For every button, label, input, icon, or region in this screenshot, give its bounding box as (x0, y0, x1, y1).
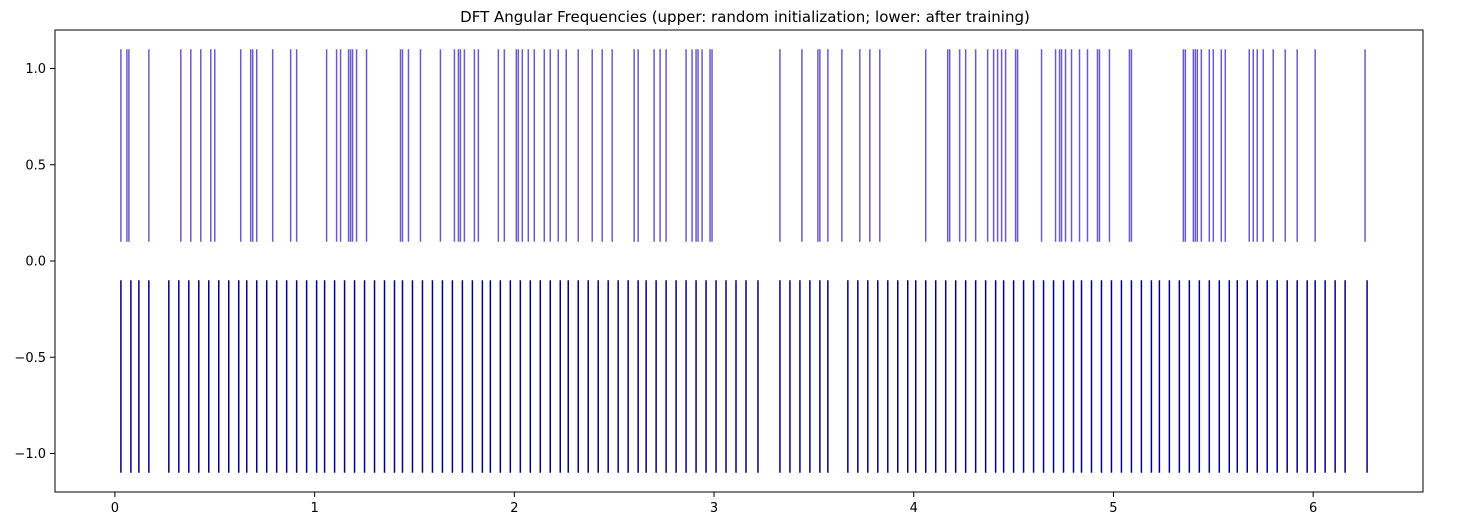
chart-title: DFT Angular Frequencies (upper: random i… (460, 8, 1030, 26)
x-tick-label: 3 (710, 501, 718, 516)
plot-area-frame (54, 29, 1424, 493)
event-lines-group (120, 49, 1368, 473)
x-tick-label: 0 (111, 501, 119, 516)
y-tick-label: 1.0 (25, 62, 46, 77)
y-tick-label: 0.5 (25, 158, 46, 173)
event-series-0 (120, 49, 1366, 242)
y-tick-label: −0.5 (14, 351, 46, 366)
y-axis: 1.0 0.5 0.0 −0.5 −1.0 (14, 62, 55, 462)
x-tick-label: 4 (910, 501, 918, 516)
x-tick-label: 6 (1309, 501, 1317, 516)
event-series-1 (120, 280, 1368, 473)
y-tick-label: −1.0 (14, 447, 46, 462)
x-tick-label: 1 (310, 501, 318, 516)
x-tick-label: 2 (510, 501, 518, 516)
x-tick-label: 5 (1109, 501, 1117, 516)
x-axis: 0 1 2 3 4 5 6 (111, 492, 1317, 516)
y-tick-label: 0.0 (25, 255, 46, 270)
